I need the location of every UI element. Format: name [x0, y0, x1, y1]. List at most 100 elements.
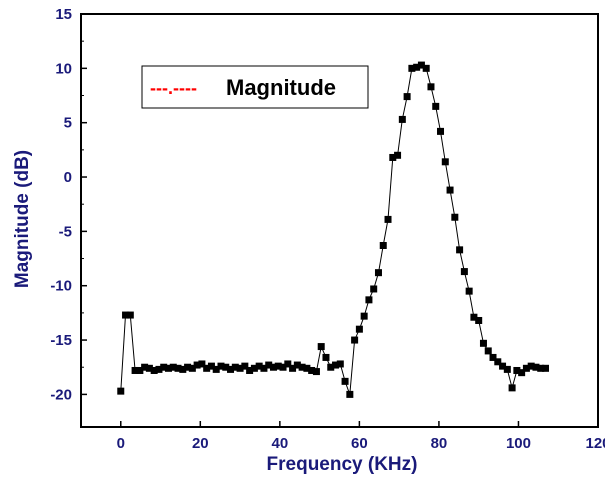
data-point — [164, 364, 172, 372]
data-point — [155, 365, 163, 373]
data-point — [303, 364, 311, 372]
data-point — [265, 361, 273, 369]
data-point — [126, 311, 134, 319]
data-point — [374, 269, 382, 277]
ticks-layer: 0 20 40 60 80 100 120 -20 -15 -10 -5 0 5 10 15 — [50, 6, 605, 452]
data-point — [203, 364, 211, 372]
data-point — [317, 343, 325, 351]
data-point — [346, 390, 354, 398]
legend: ---.---- Magnitude — [141, 65, 369, 109]
data-point — [231, 363, 239, 371]
data-point — [398, 115, 406, 123]
data-point — [327, 363, 335, 371]
data-point — [169, 363, 177, 371]
y-axis-title: Magnitude (dB) — [12, 150, 33, 288]
data-point — [141, 363, 149, 371]
data-point — [332, 361, 340, 369]
data-point — [456, 246, 464, 254]
data-point — [479, 339, 487, 347]
data-point — [336, 360, 344, 368]
legend-series-label: Magnitude — [226, 75, 336, 100]
data-point — [413, 63, 421, 71]
data-point — [489, 353, 497, 361]
data-point — [341, 377, 349, 385]
data-point — [379, 241, 387, 249]
data-point — [188, 364, 196, 372]
data-point — [403, 93, 411, 101]
series-layer — [117, 61, 550, 398]
data-point — [150, 366, 158, 374]
data-point — [460, 268, 468, 276]
data-point — [222, 363, 230, 371]
data-point — [212, 365, 220, 373]
data-point — [522, 364, 530, 372]
y-tick-label: -20 — [50, 386, 72, 403]
data-point — [136, 366, 144, 374]
data-point — [432, 102, 440, 110]
y-tick-label: 5 — [64, 115, 72, 132]
y-tick-label: -5 — [59, 223, 72, 240]
data-point — [122, 311, 130, 319]
data-point — [227, 365, 235, 373]
data-point — [446, 186, 454, 194]
data-point — [293, 361, 301, 369]
data-point — [174, 364, 182, 372]
y-tick-label: -10 — [50, 278, 72, 295]
x-tick-label: 120 — [585, 435, 605, 452]
y-tick-label: 15 — [55, 6, 72, 23]
data-point — [274, 362, 282, 370]
data-point — [470, 313, 478, 321]
data-point — [207, 362, 215, 370]
data-point — [389, 153, 397, 161]
data-point — [308, 366, 316, 374]
x-tick-label: 20 — [192, 435, 209, 452]
data-point — [508, 384, 516, 392]
data-point — [322, 353, 330, 361]
data-point — [408, 64, 416, 72]
data-point — [365, 296, 373, 304]
data-point — [351, 336, 359, 344]
legend-box — [141, 65, 369, 109]
y-tick-label: 10 — [55, 60, 72, 77]
data-point — [422, 64, 430, 72]
data-point — [527, 362, 535, 370]
data-point — [537, 364, 545, 372]
data-point — [532, 363, 540, 371]
data-point — [298, 363, 306, 371]
data-point — [250, 364, 258, 372]
data-point — [360, 312, 368, 320]
y-tick-label: 0 — [64, 169, 72, 186]
data-point — [117, 387, 125, 395]
data-point — [370, 285, 378, 293]
data-point — [494, 358, 502, 366]
data-point — [394, 151, 402, 159]
data-point — [217, 362, 225, 370]
data-point — [269, 363, 277, 371]
data-point — [503, 365, 511, 373]
x-tick-label: 40 — [272, 435, 289, 452]
data-point — [518, 369, 526, 377]
data-point — [542, 364, 550, 372]
data-point — [279, 363, 287, 371]
data-point — [465, 287, 473, 295]
data-point — [184, 363, 192, 371]
plot-area-border — [80, 13, 599, 428]
x-tick-label: 100 — [506, 435, 531, 452]
data-point — [198, 360, 206, 368]
data-point — [417, 61, 425, 69]
data-point — [437, 127, 445, 135]
data-point — [441, 158, 449, 166]
legend-series-sample: ---.---- — [150, 78, 197, 98]
plot-frame — [80, 13, 599, 428]
data-point — [312, 368, 320, 376]
data-point — [513, 366, 521, 374]
data-point — [484, 347, 492, 355]
data-point — [427, 83, 435, 91]
x-axis-title: Frequency (KHz) — [267, 454, 418, 475]
x-tick-label: 0 — [117, 435, 125, 452]
data-point — [384, 215, 392, 223]
data-point — [255, 362, 263, 370]
data-point — [160, 363, 168, 371]
data-point — [131, 366, 139, 374]
